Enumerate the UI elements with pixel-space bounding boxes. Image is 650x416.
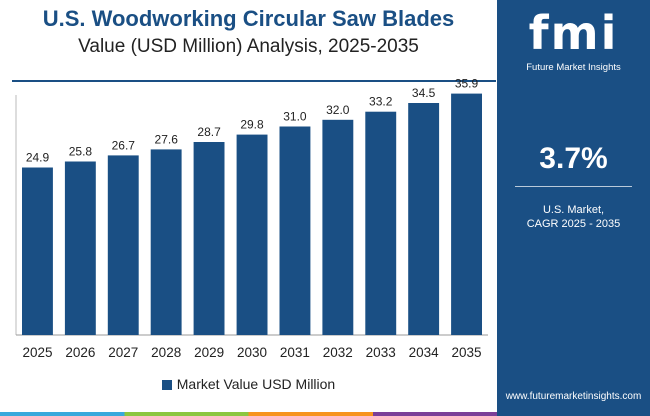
cagr-label-line1: U.S. Market, xyxy=(542,204,605,216)
cagr-label-line2: CAGR 2025 - 2035 xyxy=(526,218,621,230)
cagr-label: U.S. Market, CAGR 2025 - 2035 xyxy=(497,203,650,231)
chart-title: U.S. Woodworking Circular Saw Blades xyxy=(42,6,455,31)
x-tick-2025: 2025 xyxy=(22,345,52,360)
data-label-2025: 24.9 xyxy=(26,151,50,165)
bar-2025 xyxy=(22,167,53,335)
x-tick-2033: 2033 xyxy=(366,345,396,360)
x-tick-2027: 2027 xyxy=(108,345,138,360)
bar-2033 xyxy=(365,111,397,335)
data-label-2034: 34.5 xyxy=(412,86,436,100)
legend-swatch xyxy=(161,380,172,390)
cagr-value: 3.7% xyxy=(539,142,608,175)
data-label-2030: 29.8 xyxy=(240,118,264,132)
x-tick-2031: 2031 xyxy=(280,345,310,360)
x-tick-2032: 2032 xyxy=(323,345,353,360)
data-label-2028: 27.6 xyxy=(155,132,179,146)
chart-subtitle: Value (USD Million) Analysis, 2025-2035 xyxy=(78,36,419,57)
x-tick-2034: 2034 xyxy=(409,345,440,360)
x-tick-2030: 2030 xyxy=(237,345,267,360)
data-label-2033: 33.2 xyxy=(369,95,393,109)
legend-label: Market Value USD Million xyxy=(176,376,336,392)
bar-2031 xyxy=(279,126,311,335)
data-label-2027: 26.7 xyxy=(112,138,136,152)
data-label-2032: 32.0 xyxy=(326,103,350,117)
data-label-2029: 28.7 xyxy=(197,125,221,139)
logo-subtitle: Future Market Insights xyxy=(526,62,621,73)
bar-2035 xyxy=(451,93,482,335)
data-label-2031: 31.0 xyxy=(283,110,307,124)
bar-chart: 24.9 2025 25.8 2026 26.7 2027 27.6 2028 28.7 2029… xyxy=(15,77,488,360)
data-label-2026: 25.8 xyxy=(69,145,93,159)
bar-2032 xyxy=(322,119,354,335)
logo-wordmark: fmi xyxy=(528,6,619,60)
website-link[interactable]: www.futuremarketinsights.com xyxy=(505,391,642,402)
footer-color-bar xyxy=(0,412,497,416)
chart-legend: Market Value USD Million xyxy=(0,376,497,392)
bar-2029 xyxy=(193,142,225,335)
x-tick-2028: 2028 xyxy=(151,345,181,360)
bar-2026 xyxy=(64,161,96,335)
data-label-2035: 35.9 xyxy=(455,77,479,91)
title-divider xyxy=(12,80,496,82)
x-tick-2029: 2029 xyxy=(194,345,224,360)
fmi-logo: fmi Future Market Insights xyxy=(513,6,634,74)
bar-2028 xyxy=(150,149,182,335)
x-tick-2026: 2026 xyxy=(65,345,95,360)
bar-2030 xyxy=(236,134,268,335)
x-tick-2035: 2035 xyxy=(451,345,481,360)
bar-2027 xyxy=(107,155,139,335)
bar-2034 xyxy=(408,103,440,335)
info-panel: fmi Future Market Insights 3.7% U.S. Mar… xyxy=(497,0,650,416)
cagr-divider xyxy=(515,186,632,187)
